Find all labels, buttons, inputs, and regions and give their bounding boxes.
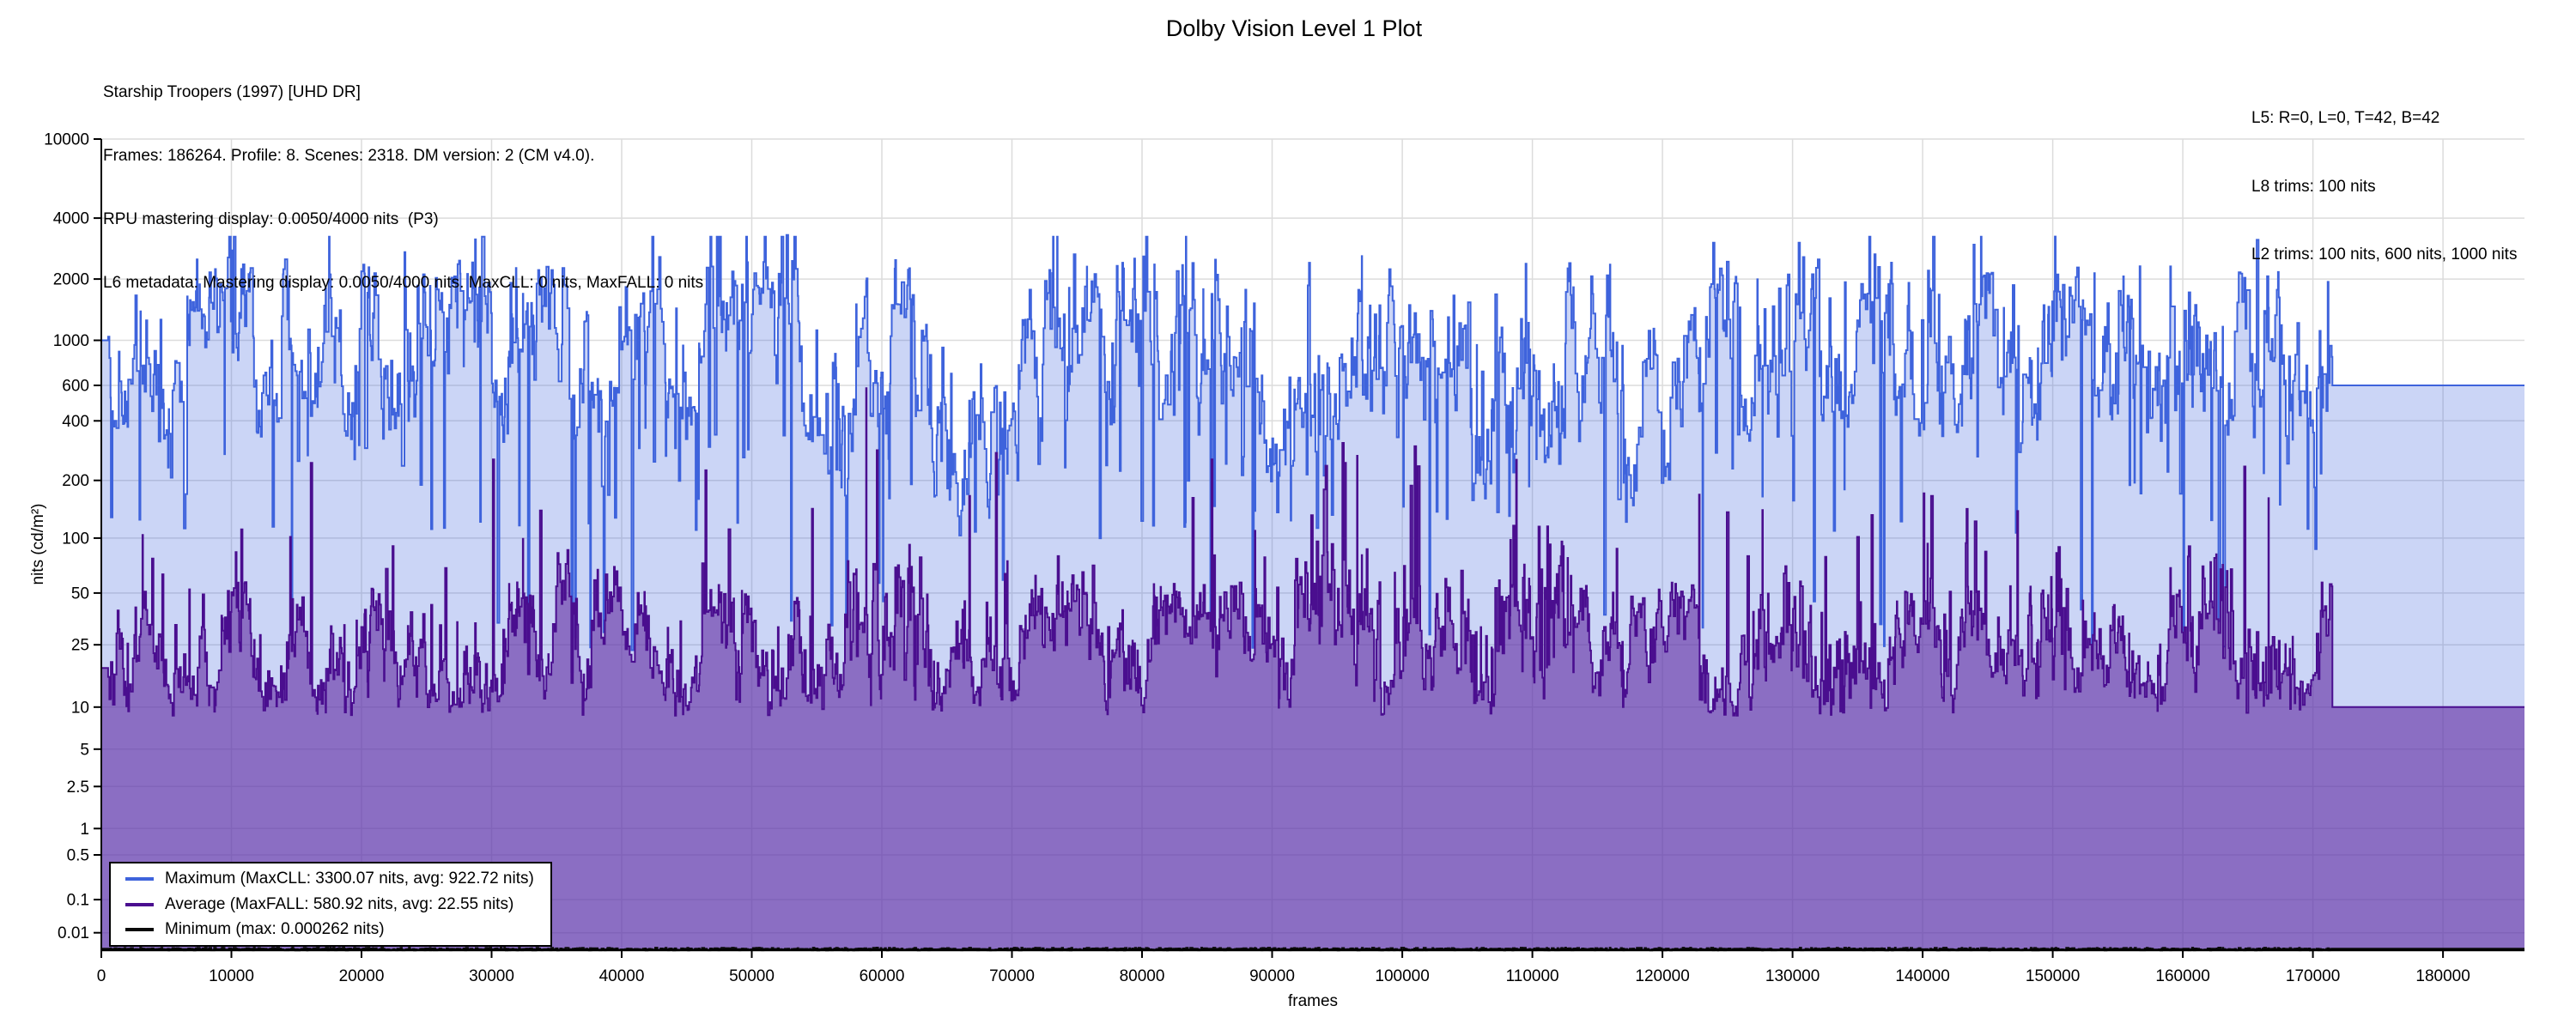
x-axis-ticks: 0 10000 20000 30000 40000 50000 60000 70000 8000… bbox=[97, 950, 2470, 985]
x-tick-label: 80000 bbox=[1120, 967, 1165, 985]
l2-trims-line: L2 trims: 100 nits, 600 nits, 1000 nits bbox=[2251, 245, 2518, 264]
y-axis-label: nits (cd/m²) bbox=[29, 503, 47, 585]
y-tick-label: 10 bbox=[71, 699, 89, 717]
x-axis-label: frames bbox=[1287, 992, 1339, 1010]
legend-swatch-maximum bbox=[125, 877, 154, 882]
y-tick-label: 100 bbox=[62, 530, 89, 548]
y-tick-label: 2000 bbox=[53, 271, 89, 289]
l5-trims-line: L5: R=0, L=0, T=42, B=42 bbox=[2251, 109, 2440, 127]
rpu-mastering-line: RPU mastering display: 0.0050/4000 nits … bbox=[103, 209, 439, 228]
y-tick-label: 25 bbox=[71, 637, 89, 655]
legend-swatch-average bbox=[125, 902, 154, 906]
x-tick-label: 180000 bbox=[2415, 967, 2470, 985]
legend-swatch-minimum bbox=[125, 927, 154, 931]
y-tick-label: 200 bbox=[62, 472, 89, 490]
legend-label-average: Average (MaxFALL: 580.92 nits, avg: 22.5… bbox=[165, 894, 514, 913]
x-tick-label: 160000 bbox=[2155, 967, 2209, 985]
x-tick-label: 10000 bbox=[209, 967, 254, 985]
trims-block: L5: R=0, L=0, T=42, B=42 L8 trims: 100 n… bbox=[2251, 62, 2517, 289]
x-tick-label: 30000 bbox=[469, 967, 514, 985]
x-tick-label: 70000 bbox=[989, 967, 1035, 985]
l6-metadata-line: L6 metadata: Mastering display: 0.0050/4… bbox=[103, 273, 704, 292]
x-tick-label: 0 bbox=[97, 967, 106, 985]
x-tick-label: 140000 bbox=[1895, 967, 1949, 985]
y-tick-label: 1000 bbox=[53, 332, 89, 350]
x-tick-label: 110000 bbox=[1506, 967, 1559, 985]
x-tick-label: 150000 bbox=[2026, 967, 2080, 985]
y-tick-label: 10000 bbox=[44, 131, 89, 149]
chart-title: Dolby Vision Level 1 Plot bbox=[1165, 15, 1423, 41]
legend-item-average: Average (MaxFALL: 580.92 nits, avg: 22.5… bbox=[125, 895, 550, 914]
y-tick-label: 0.01 bbox=[58, 924, 89, 942]
y-axis-ticks: 10000 4000 2000 1000 600 400 200 100 50 25 10 5 2.5 1… bbox=[44, 131, 101, 942]
frames-profile-line: Frames: 186264. Profile: 8. Scenes: 2318… bbox=[103, 146, 595, 165]
l8-trims-line: L8 trims: 100 nits bbox=[2251, 177, 2376, 196]
x-tick-label: 90000 bbox=[1249, 967, 1295, 985]
legend: Maximum (MaxCLL: 3300.07 nits, avg: 922.… bbox=[109, 862, 552, 947]
metadata-block: Starship Troopers (1997) [UHD DR] Frames… bbox=[103, 40, 703, 315]
legend-label-minimum: Minimum (max: 0.000262 nits) bbox=[165, 919, 385, 938]
y-tick-label: 4000 bbox=[53, 210, 89, 228]
y-tick-label: 2.5 bbox=[67, 779, 89, 797]
y-tick-label: 0.5 bbox=[67, 847, 89, 865]
axes-spines bbox=[100, 139, 2524, 952]
average-area bbox=[101, 388, 2524, 950]
x-tick-label: 170000 bbox=[2286, 967, 2340, 985]
x-tick-label: 130000 bbox=[1765, 967, 1820, 985]
x-tick-label: 120000 bbox=[1635, 967, 1689, 985]
y-tick-label: 400 bbox=[62, 413, 89, 431]
legend-item-maximum: Maximum (MaxCLL: 3300.07 nits, avg: 922.… bbox=[125, 869, 550, 888]
y-tick-label: 0.1 bbox=[67, 892, 89, 910]
x-tick-label: 40000 bbox=[599, 967, 645, 985]
y-tick-label: 5 bbox=[80, 741, 89, 759]
y-tick-label: 1 bbox=[80, 821, 89, 839]
maximum-line bbox=[101, 233, 2524, 673]
legend-item-minimum: Minimum (max: 0.000262 nits) bbox=[125, 920, 550, 939]
movie-title: Starship Troopers (1997) [UHD DR] bbox=[103, 83, 361, 102]
average-line bbox=[101, 387, 2524, 717]
x-tick-label: 100000 bbox=[1375, 967, 1429, 985]
y-tick-label: 50 bbox=[71, 585, 89, 603]
legend-label-maximum: Maximum (MaxCLL: 3300.07 nits, avg: 922.… bbox=[165, 869, 534, 888]
y-tick-label: 600 bbox=[62, 378, 89, 396]
x-tick-label: 50000 bbox=[729, 967, 775, 985]
x-tick-label: 20000 bbox=[339, 967, 385, 985]
x-tick-label: 60000 bbox=[860, 967, 905, 985]
